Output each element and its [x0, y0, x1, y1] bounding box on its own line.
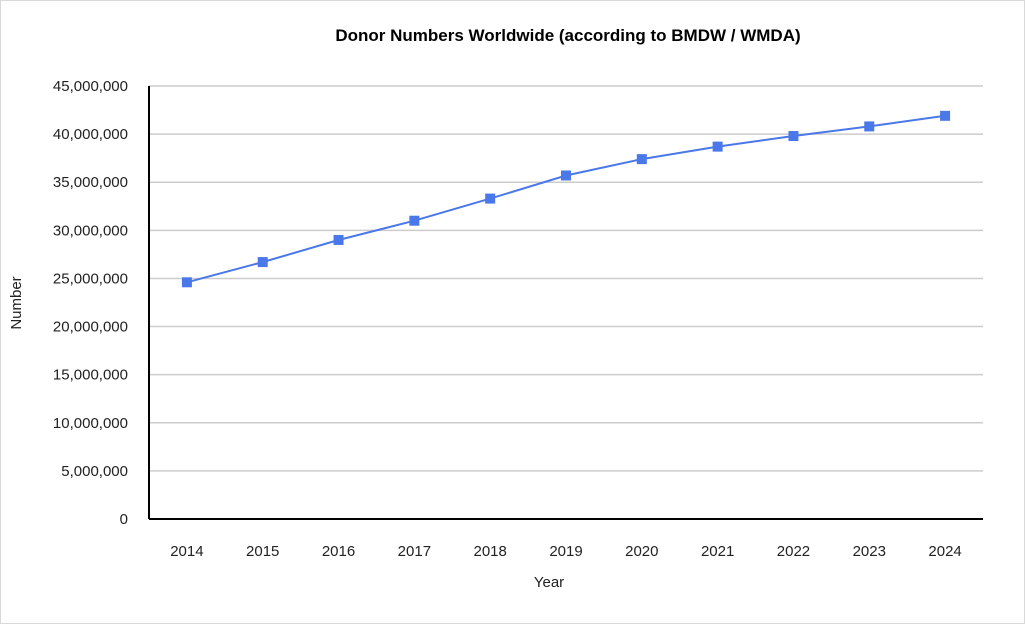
x-tick-label: 2014: [170, 543, 203, 560]
gridlines: [149, 85, 983, 472]
data-point: [561, 170, 571, 181]
data-point: [636, 154, 647, 165]
x-axis-title: Year: [534, 574, 564, 591]
y-tick-label: 35,000,000: [53, 174, 128, 191]
y-tick-labels: 0 5,000,000 10,000,000 15,000,000 20,000,000…: [53, 78, 128, 528]
x-tick-label: 2018: [473, 543, 506, 560]
data-point: [181, 277, 192, 288]
y-axis-title: Number: [8, 276, 25, 329]
y-tick-label: 45,000,000: [53, 78, 128, 95]
x-tick-label: 2022: [777, 543, 810, 560]
x-tick-labels: 2014 2015 2016 2017 2018 2019 2020 2021 2022 2023…: [170, 543, 962, 560]
x-tick-label: 2021: [701, 543, 734, 560]
y-tick-label: 40,000,000: [53, 126, 128, 143]
data-points: [181, 110, 951, 288]
data-point: [333, 234, 344, 245]
chart-title: Donor Numbers Worldwide (according to BM…: [335, 26, 800, 45]
data-point: [485, 193, 496, 204]
y-tick-label: 25,000,000: [53, 270, 128, 287]
data-point: [712, 141, 723, 152]
x-tick-label: 2017: [398, 543, 431, 560]
y-tick-label: 5,000,000: [61, 463, 128, 480]
x-tick-label: 2016: [322, 543, 355, 560]
data-point: [940, 110, 951, 121]
y-tick-label: 30,000,000: [53, 222, 128, 239]
x-tick-label: 2019: [549, 543, 582, 560]
data-point: [257, 257, 268, 268]
y-tick-label: 15,000,000: [53, 367, 128, 384]
x-tick-label: 2020: [625, 543, 658, 560]
data-point: [788, 131, 799, 142]
x-tick-label: 2023: [853, 543, 886, 560]
x-tick-label: 2024: [928, 543, 961, 560]
data-point: [864, 121, 875, 132]
series-line: [186, 114, 946, 284]
y-tick-label: 10,000,000: [53, 415, 128, 432]
data-point: [409, 215, 420, 226]
y-tick-label: 20,000,000: [53, 319, 128, 336]
x-tick-label: 2015: [246, 543, 279, 560]
y-tick-label: 0: [120, 511, 128, 528]
